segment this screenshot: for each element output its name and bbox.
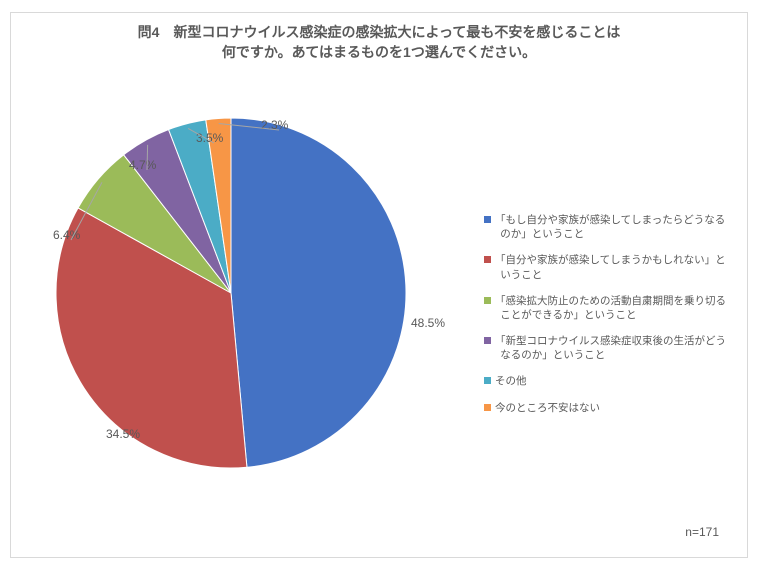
legend-item-0: 「もし自分や家族が感染してしまったらどうなるのか」ということ xyxy=(484,213,729,241)
legend-label: 「自分や家族が感染してしまうかもしれない」ということ xyxy=(495,253,729,281)
legend-marker-icon xyxy=(484,404,491,411)
legend-marker-icon xyxy=(484,216,491,223)
legend-label: 「感染拡大防止のための活動自粛期間を乗り切ることができるか」ということ xyxy=(495,294,729,322)
pie-slice-0 xyxy=(231,118,406,467)
data-label-5: 2.3% xyxy=(261,118,288,132)
legend-label: 「新型コロナウイルス感染症収束後の生活がどうなるのか」ということ xyxy=(495,334,729,362)
legend: 「もし自分や家族が感染してしまったらどうなるのか」ということ「自分や家族が感染し… xyxy=(484,213,729,427)
chart-title: 問4 新型コロナウイルス感染症の感染拡大によって最も不安を感じることは 何ですか… xyxy=(11,23,747,62)
legend-item-2: 「感染拡大防止のための活動自粛期間を乗り切ることができるか」ということ xyxy=(484,294,729,322)
legend-marker-icon xyxy=(484,377,491,384)
legend-marker-icon xyxy=(484,297,491,304)
title-line-1: 問4 新型コロナウイルス感染症の感染拡大によって最も不安を感じることは xyxy=(138,24,621,40)
data-label-3: 4.7% xyxy=(129,158,156,172)
legend-label: 今のところ不安はない xyxy=(495,401,729,415)
data-label-1: 34.5% xyxy=(106,427,140,441)
legend-marker-icon xyxy=(484,337,491,344)
legend-item-1: 「自分や家族が感染してしまうかもしれない」ということ xyxy=(484,253,729,281)
legend-item-5: 今のところ不安はない xyxy=(484,401,729,415)
legend-item-4: その他 xyxy=(484,374,729,388)
pie-chart xyxy=(41,103,421,483)
legend-marker-icon xyxy=(484,256,491,263)
legend-label: 「もし自分や家族が感染してしまったらどうなるのか」ということ xyxy=(495,213,729,241)
sample-size: n=171 xyxy=(685,525,719,539)
chart-container: 問4 新型コロナウイルス感染症の感染拡大によって最も不安を感じることは 何ですか… xyxy=(0,0,757,568)
data-label-2: 6.4% xyxy=(53,228,80,242)
data-label-0: 48.5% xyxy=(411,316,445,330)
plot-area: 問4 新型コロナウイルス感染症の感染拡大によって最も不安を感じることは 何ですか… xyxy=(10,12,748,558)
legend-label: その他 xyxy=(495,374,729,388)
legend-item-3: 「新型コロナウイルス感染症収束後の生活がどうなるのか」ということ xyxy=(484,334,729,362)
title-line-2: 何ですか。あてはまるものを1つ選んでください。 xyxy=(222,44,536,60)
data-label-4: 3.5% xyxy=(196,131,223,145)
